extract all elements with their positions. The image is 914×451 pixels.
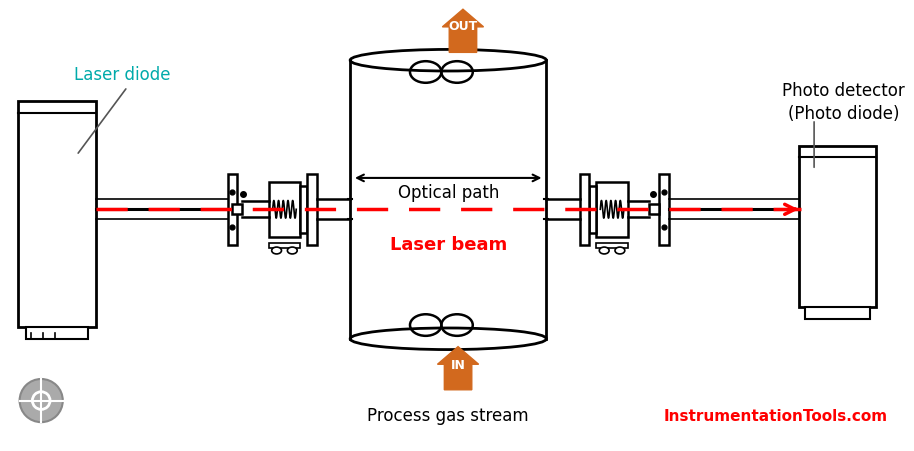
Bar [26, 327, 89, 339]
Ellipse shape [287, 248, 297, 254]
Bar [579, 175, 590, 245]
Ellipse shape [19, 379, 63, 422]
Bar [596, 243, 628, 248]
Bar [659, 175, 669, 245]
Text: InstrumentationTools.com: InstrumentationTools.com [664, 408, 887, 423]
Text: Process gas stream: Process gas stream [367, 406, 529, 424]
Text: Laser diode: Laser diode [73, 66, 170, 84]
Bar [649, 205, 659, 215]
Bar [228, 175, 238, 245]
Bar [800, 146, 876, 308]
Ellipse shape [600, 248, 609, 254]
FancyArrow shape [442, 10, 484, 53]
Bar [269, 243, 300, 248]
Bar [805, 308, 870, 319]
FancyArrow shape [438, 347, 479, 390]
Bar [307, 175, 317, 245]
Text: OUT: OUT [449, 20, 478, 33]
Ellipse shape [271, 248, 282, 254]
Bar [596, 183, 628, 237]
Text: IN: IN [451, 358, 465, 371]
Bar [590, 186, 596, 233]
Bar [17, 102, 96, 327]
Text: Optical path: Optical path [398, 183, 499, 201]
Ellipse shape [615, 248, 625, 254]
Bar [232, 205, 242, 215]
Bar [300, 186, 307, 233]
Text: Laser beam: Laser beam [389, 235, 507, 253]
Bar [269, 183, 300, 237]
Text: Photo detector
(Photo diode): Photo detector (Photo diode) [782, 82, 905, 123]
